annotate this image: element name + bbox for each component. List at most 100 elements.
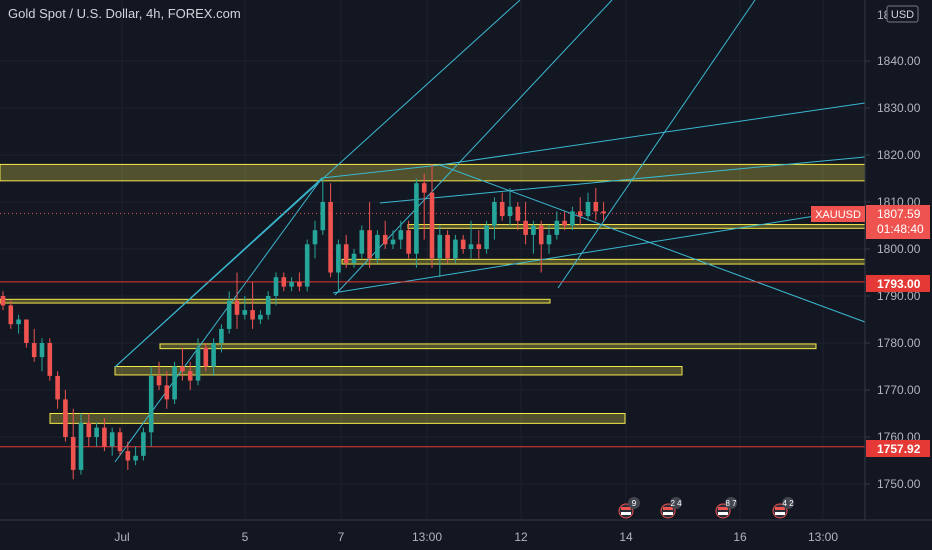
trendline-upper-extension[interactable] bbox=[439, 102, 866, 166]
currency-button-label: USD bbox=[891, 9, 914, 21]
trendline-channel-inner[interactable] bbox=[114, 177, 323, 368]
zone-box[interactable] bbox=[407, 224, 866, 229]
candle-body bbox=[320, 202, 326, 231]
candle-body bbox=[336, 244, 341, 273]
candle-body bbox=[367, 230, 372, 259]
candle bbox=[320, 178, 326, 235]
event-marker[interactable]: 4 2 bbox=[772, 497, 794, 519]
candle bbox=[531, 220, 536, 254]
candle bbox=[585, 192, 591, 221]
candle-body bbox=[297, 281, 302, 287]
candle-body bbox=[289, 281, 294, 287]
candle bbox=[47, 338, 53, 381]
candle-body bbox=[585, 202, 591, 217]
candle-body bbox=[195, 347, 201, 381]
candle-body bbox=[515, 206, 521, 221]
candle bbox=[382, 220, 388, 249]
candle-body bbox=[47, 343, 53, 376]
candle bbox=[406, 220, 411, 259]
trendline-mid-diagonal[interactable] bbox=[334, 0, 613, 296]
candle bbox=[453, 234, 458, 264]
time-tick-label: 5 bbox=[242, 530, 249, 544]
currency-button[interactable]: USD bbox=[886, 5, 919, 23]
candle-body bbox=[117, 432, 123, 452]
level-badge-lower-bg bbox=[866, 440, 930, 457]
candle-body bbox=[109, 432, 115, 447]
candle-body bbox=[351, 253, 357, 264]
chart-title: Gold Spot / U.S. Dollar, 4h, FOREX.com bbox=[8, 6, 241, 21]
candle bbox=[351, 249, 357, 268]
zone-box[interactable] bbox=[341, 258, 866, 265]
time-axis[interactable]: Jul 5 7 13:00 12 14 16 13:00 bbox=[114, 530, 838, 544]
zone-box[interactable] bbox=[49, 413, 626, 424]
candle bbox=[421, 173, 427, 240]
candle-body bbox=[453, 239, 458, 259]
flag-stripe bbox=[718, 512, 728, 515]
candle-body bbox=[414, 183, 419, 254]
candle-body bbox=[258, 314, 263, 320]
bar-countdown: 01:48:40 bbox=[877, 222, 924, 236]
candle-body bbox=[538, 225, 544, 245]
last-price-badge: 1807.59 01:48:40 bbox=[866, 205, 930, 239]
candle-body bbox=[328, 202, 333, 273]
zone-box[interactable] bbox=[0, 298, 551, 304]
candle bbox=[538, 220, 544, 273]
candle-body bbox=[172, 366, 177, 400]
event-marker[interactable]: 8 7 bbox=[715, 497, 737, 519]
candle-body bbox=[437, 234, 443, 259]
candle-body bbox=[164, 385, 170, 400]
trendlines[interactable] bbox=[114, 0, 866, 463]
candle-body bbox=[70, 437, 76, 470]
economic-events[interactable]: 9 2 4 8 7 4 2 bbox=[618, 497, 794, 519]
candle-body bbox=[492, 202, 497, 226]
trendline-descending[interactable] bbox=[439, 164, 866, 323]
time-axis-background bbox=[0, 520, 932, 550]
time-tick-label: 13:00 bbox=[808, 530, 838, 544]
trendline-upper-wedge[interactable] bbox=[379, 156, 866, 204]
candle-body bbox=[476, 244, 482, 249]
event-marker[interactable]: 9 bbox=[618, 497, 640, 519]
candle bbox=[577, 197, 583, 226]
candle-body bbox=[429, 192, 435, 259]
candle-body bbox=[531, 225, 536, 235]
zone-box[interactable] bbox=[0, 163, 932, 182]
candle-body bbox=[312, 230, 318, 245]
candle bbox=[211, 338, 216, 376]
candle bbox=[312, 220, 318, 259]
zone-box[interactable] bbox=[159, 343, 817, 350]
candle bbox=[187, 361, 193, 390]
candle-body bbox=[187, 371, 193, 381]
event-count-bubble bbox=[725, 497, 737, 509]
candle bbox=[414, 178, 419, 268]
candle bbox=[195, 338, 201, 386]
candles bbox=[0, 164, 606, 480]
candle-body bbox=[484, 225, 489, 249]
trendline-steep-ascending[interactable] bbox=[557, 0, 756, 289]
candle-body bbox=[445, 234, 450, 259]
time-tick-label: 14 bbox=[619, 530, 633, 544]
candle bbox=[445, 230, 450, 264]
candle-body bbox=[156, 375, 162, 386]
candle-body bbox=[94, 427, 99, 437]
currency-button-frame[interactable] bbox=[886, 5, 919, 23]
candle bbox=[554, 211, 560, 240]
event-count-bubble bbox=[628, 497, 640, 509]
candle-body bbox=[250, 310, 255, 320]
zone-box[interactable] bbox=[114, 366, 683, 376]
last-price-value: 1807.59 bbox=[877, 207, 921, 221]
candle-body bbox=[63, 399, 68, 437]
last-price-badge-bg bbox=[866, 205, 930, 239]
candle bbox=[437, 225, 443, 278]
candle-body bbox=[8, 305, 14, 325]
trendline-top-connector[interactable] bbox=[321, 164, 441, 179]
trendline-lower-wedge[interactable] bbox=[332, 207, 866, 294]
flag-stripe bbox=[621, 507, 631, 510]
candle-body bbox=[125, 451, 131, 461]
level-badge-upper-value: 1793.00 bbox=[877, 277, 921, 291]
candle-body bbox=[546, 234, 552, 245]
candle bbox=[109, 427, 115, 456]
event-marker[interactable]: 2 4 bbox=[660, 497, 682, 519]
candle bbox=[304, 239, 310, 292]
